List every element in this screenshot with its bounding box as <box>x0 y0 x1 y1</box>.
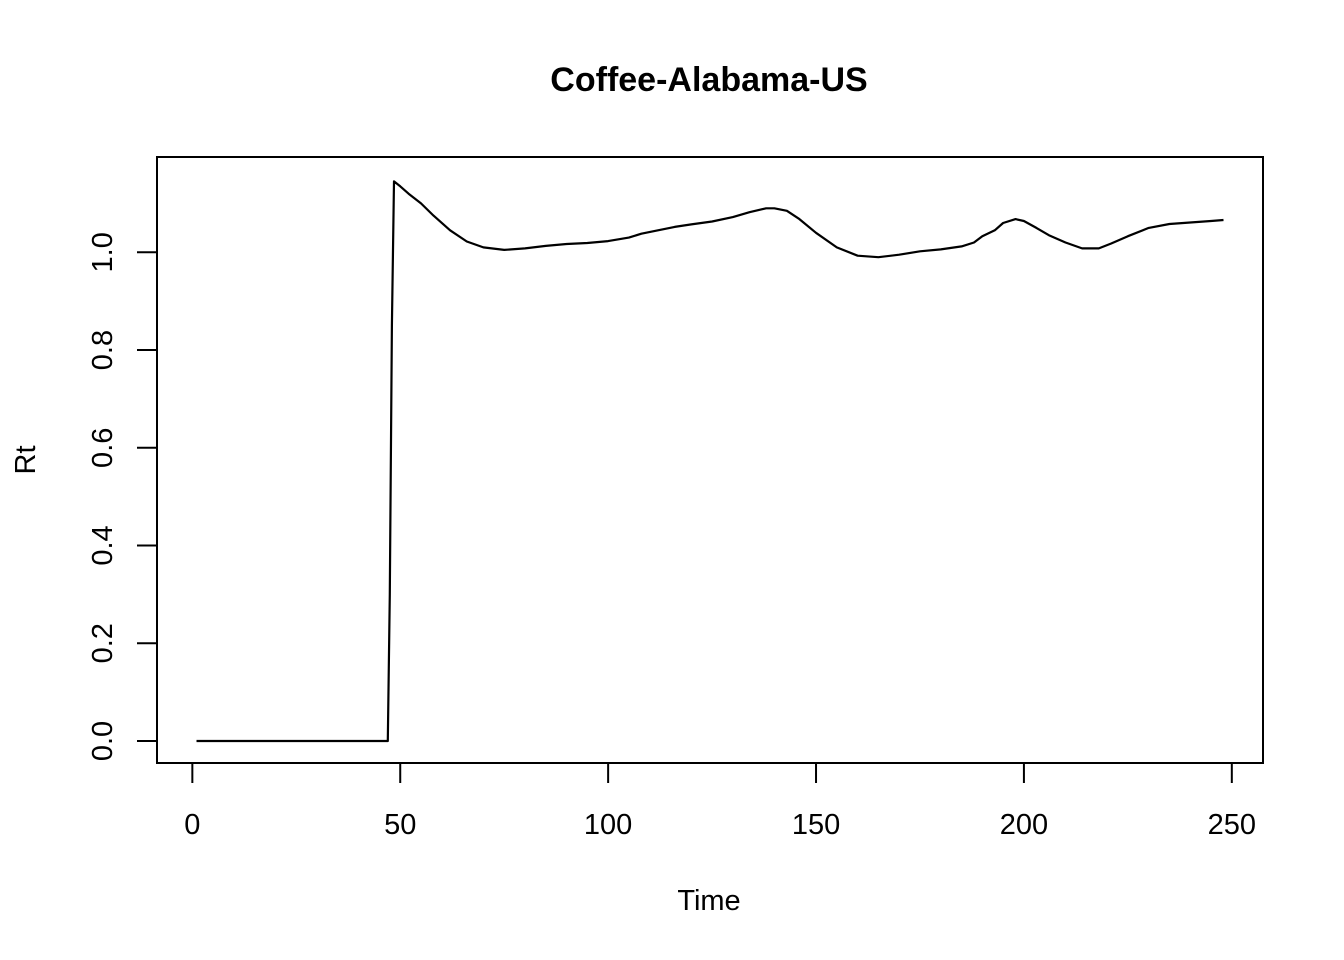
y-axis: 0.0 0.2 0.4 0.6 0.8 1.0 <box>87 232 158 761</box>
x-tick-label: 0 <box>184 809 200 841</box>
x-tick-label: 150 <box>792 809 840 841</box>
x-axis: 0 50 100 150 200 250 <box>184 762 1256 841</box>
y-tick-label: 0.6 <box>87 428 119 468</box>
y-axis-label: Rt <box>10 446 42 475</box>
x-tick-label: 50 <box>384 809 416 841</box>
series-line-1 <box>196 180 1224 743</box>
y-tick-label: 1.0 <box>87 232 119 272</box>
y-tick-label: 0.2 <box>87 623 119 663</box>
x-tick-label: 250 <box>1208 809 1256 841</box>
y-tick-label: 0.8 <box>87 330 119 370</box>
x-axis-label: Time <box>677 885 740 917</box>
y-tick-label: 0.4 <box>87 525 119 565</box>
x-tick-label: 200 <box>1000 809 1048 841</box>
x-tick-label: 100 <box>584 809 632 841</box>
chart-title: Coffee-Alabama-US <box>550 61 867 99</box>
y-tick-label: 0.0 <box>87 721 119 761</box>
series-layer <box>196 180 1224 743</box>
